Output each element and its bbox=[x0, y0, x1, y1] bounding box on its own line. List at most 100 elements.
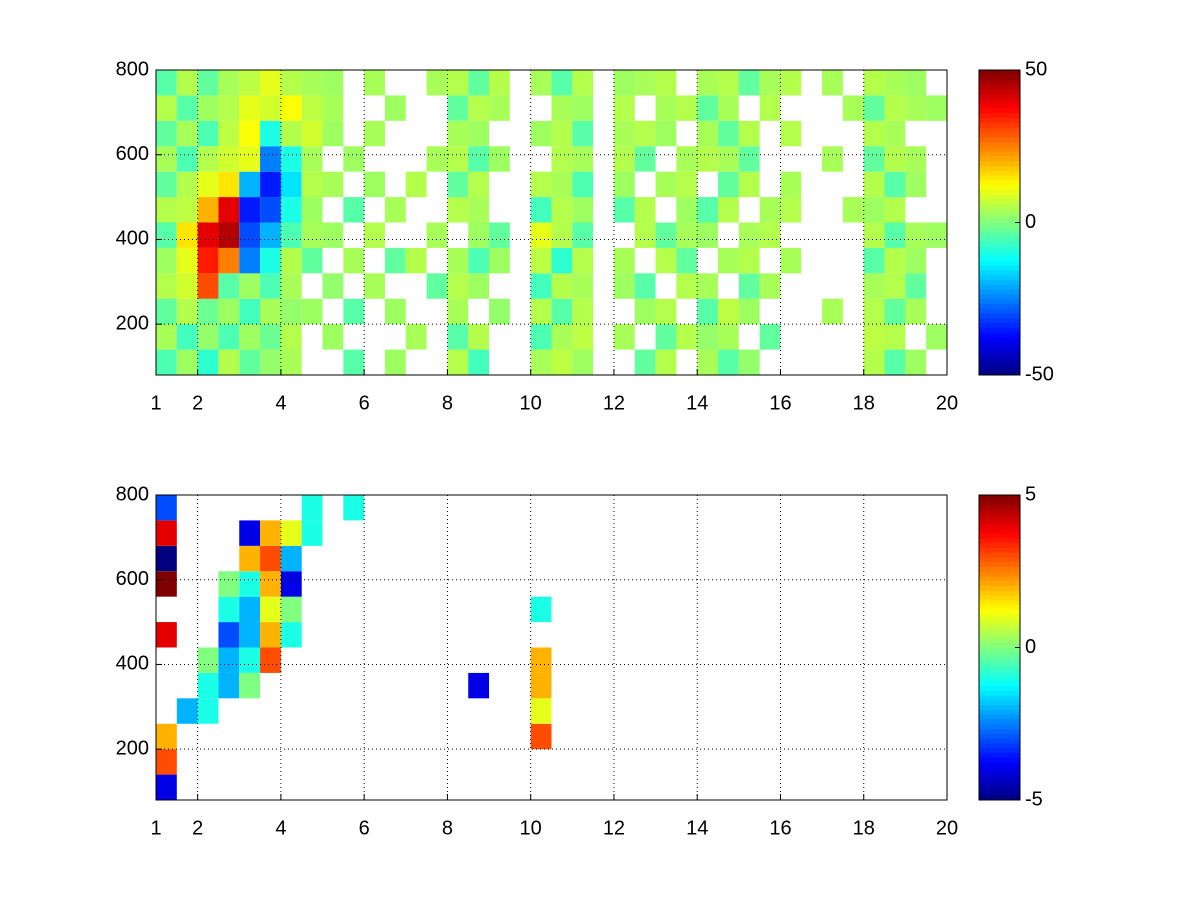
x-tick-label: 16 bbox=[769, 392, 791, 414]
cell bbox=[384, 197, 406, 223]
cell bbox=[468, 171, 490, 198]
colorbar-step bbox=[979, 103, 1020, 109]
y-tick-label: 200 bbox=[116, 737, 149, 759]
cell bbox=[863, 120, 885, 147]
cell bbox=[156, 247, 177, 274]
cell bbox=[863, 171, 885, 198]
colorbar-label: 50 bbox=[1025, 58, 1047, 80]
cell bbox=[156, 495, 177, 521]
cell bbox=[260, 171, 281, 198]
cell bbox=[156, 273, 177, 299]
cell bbox=[489, 146, 510, 172]
colorbar-step bbox=[979, 146, 1020, 152]
colorbar-step bbox=[979, 184, 1020, 190]
colorbar-step bbox=[979, 155, 1020, 162]
cell bbox=[613, 171, 635, 198]
cell bbox=[218, 222, 240, 248]
cell bbox=[530, 171, 552, 198]
cell bbox=[322, 120, 344, 147]
cell bbox=[759, 197, 781, 223]
cell bbox=[905, 247, 927, 274]
cell bbox=[551, 120, 573, 147]
cell bbox=[156, 171, 177, 198]
colorbar-step bbox=[979, 365, 1020, 371]
cell bbox=[260, 197, 281, 223]
cell bbox=[551, 171, 573, 198]
cell bbox=[468, 70, 490, 96]
cell bbox=[197, 197, 219, 223]
x-tick-label: 20 bbox=[936, 817, 958, 839]
cell bbox=[697, 273, 719, 299]
colorbar-step bbox=[979, 552, 1020, 558]
colorbar-step bbox=[979, 208, 1020, 214]
cell bbox=[280, 298, 302, 325]
cell bbox=[718, 146, 739, 172]
colorbar-step bbox=[979, 709, 1020, 715]
cell bbox=[176, 146, 198, 172]
cell bbox=[218, 596, 240, 623]
cell bbox=[218, 70, 240, 96]
cell bbox=[613, 70, 635, 96]
cell bbox=[697, 222, 719, 248]
colorbar-step bbox=[979, 217, 1020, 223]
colorbar-step bbox=[979, 714, 1020, 720]
cell bbox=[530, 324, 552, 350]
cell bbox=[260, 298, 281, 325]
cell bbox=[301, 120, 323, 147]
cell bbox=[280, 571, 302, 597]
colorbar-label: -50 bbox=[1025, 363, 1054, 385]
cell bbox=[447, 247, 469, 274]
colorbar-step bbox=[979, 699, 1020, 706]
colorbar-step bbox=[979, 690, 1020, 696]
colorbar-step bbox=[979, 652, 1020, 658]
cell bbox=[863, 349, 885, 375]
colorbar-step bbox=[979, 332, 1020, 338]
cell bbox=[176, 120, 198, 147]
cell bbox=[697, 298, 719, 325]
cell bbox=[384, 298, 406, 325]
cell bbox=[738, 222, 760, 248]
cell bbox=[218, 324, 240, 350]
cell bbox=[384, 349, 406, 375]
colorbar-step bbox=[979, 298, 1020, 305]
colorbar-step bbox=[979, 580, 1020, 587]
colorbar-step bbox=[979, 590, 1020, 596]
colorbar-step bbox=[979, 160, 1020, 166]
colorbar-step bbox=[979, 738, 1020, 744]
cell bbox=[218, 571, 240, 597]
colorbar-label: -5 bbox=[1025, 788, 1043, 810]
colorbar-step bbox=[979, 232, 1020, 238]
cell bbox=[530, 197, 552, 223]
cell bbox=[280, 171, 302, 198]
colorbar-step bbox=[979, 509, 1020, 515]
colorbar-label: 5 bbox=[1025, 483, 1036, 505]
colorbar-step bbox=[979, 614, 1020, 620]
colorbar-step bbox=[979, 246, 1020, 252]
colorbar-step bbox=[979, 189, 1020, 195]
colorbar-step bbox=[979, 141, 1020, 147]
cell bbox=[551, 197, 573, 223]
cell bbox=[343, 247, 365, 274]
cell bbox=[697, 95, 719, 121]
cell bbox=[280, 520, 302, 546]
colorbar-step bbox=[979, 151, 1020, 157]
colorbar-step bbox=[979, 695, 1020, 701]
cell bbox=[634, 222, 656, 248]
colorbar-step bbox=[979, 93, 1020, 100]
cell bbox=[718, 324, 739, 350]
cell bbox=[634, 273, 656, 299]
colorbar-step bbox=[979, 795, 1020, 801]
cell bbox=[530, 120, 552, 147]
colorbar-step bbox=[979, 780, 1020, 787]
cell bbox=[239, 273, 261, 299]
colorbar-step bbox=[979, 251, 1020, 257]
colorbar-step bbox=[979, 671, 1020, 677]
colorbar-step bbox=[979, 165, 1020, 171]
cell bbox=[426, 70, 448, 96]
colorbar-step bbox=[979, 785, 1020, 791]
cell bbox=[572, 298, 594, 325]
cell bbox=[468, 222, 490, 248]
colorbar-step bbox=[979, 127, 1020, 133]
cell bbox=[176, 698, 198, 724]
